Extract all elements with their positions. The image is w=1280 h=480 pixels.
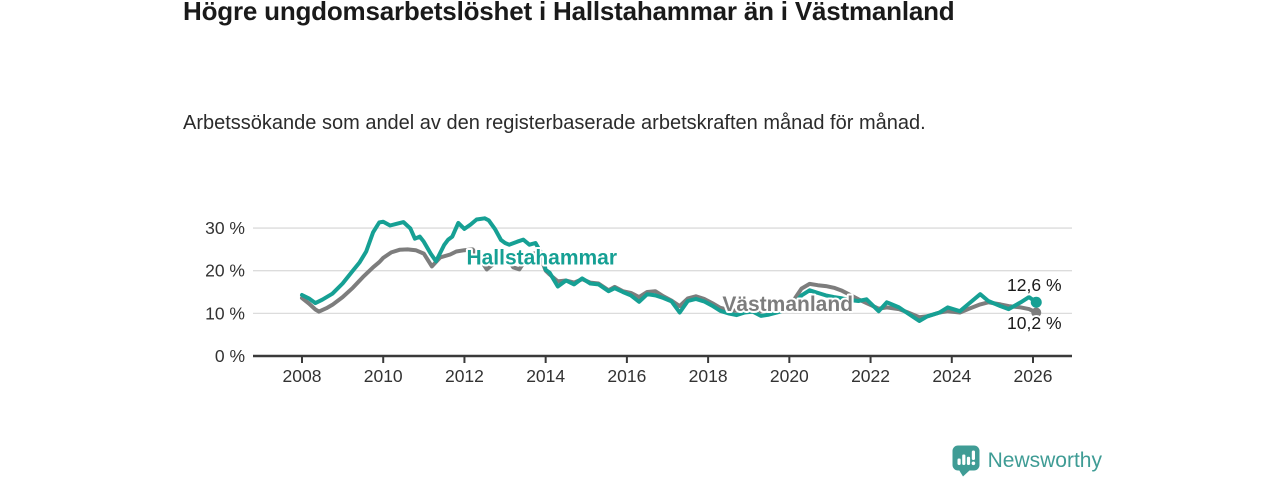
series-line-hallstahammar — [300, 216, 1039, 323]
series-line-västmanland — [300, 247, 1039, 320]
x-tick-label: 2016 — [607, 366, 646, 386]
x-tick-label: 2008 — [283, 366, 322, 386]
chart-title: Högre ungdomsarbetslöshet i Hallstahamma… — [183, 0, 955, 26]
chart-svg: 30 % 20 % 10 % 0 % 2008 2010 2012 2014 2016 2018 2… — [205, 216, 1072, 386]
x-tick-label: 2010 — [364, 366, 403, 386]
x-tick-label: 2014 — [526, 366, 565, 386]
newsworthy-logo-icon — [951, 444, 981, 477]
series-label-hallstahammar: Hallstahammar — [466, 246, 617, 269]
series-end-dot-hallstahammar — [1030, 296, 1042, 308]
x-tick-label: 2024 — [932, 366, 971, 386]
brand-name: Newsworthy — [987, 448, 1102, 472]
line-chart: 30 % 20 % 10 % 0 % 2008 2010 2012 2014 2016 2018 2… — [190, 190, 1090, 405]
chart-subtitle: Arbetssökande som andel av den registerb… — [183, 112, 926, 134]
end-value-label: 12,6 % — [1007, 275, 1061, 295]
y-tick-label: 20 % — [205, 261, 245, 281]
x-tick-label: 2022 — [851, 366, 890, 386]
y-tick-label: 0 % — [215, 346, 245, 366]
y-tick-label: 10 % — [205, 303, 245, 323]
y-tick-label: 30 % — [205, 218, 245, 238]
x-tick-label: 2020 — [770, 366, 809, 386]
x-tick-label: 2018 — [689, 366, 728, 386]
end-value-label: 10,2 % — [1007, 313, 1061, 333]
series-end-dot-västmanland — [1031, 307, 1042, 318]
brand-footer: Newsworthy — [951, 444, 1102, 477]
series-label-västmanland: Västmanland — [722, 293, 853, 316]
x-tick-label: 2012 — [445, 366, 484, 386]
x-tick-label: 2026 — [1014, 366, 1053, 386]
